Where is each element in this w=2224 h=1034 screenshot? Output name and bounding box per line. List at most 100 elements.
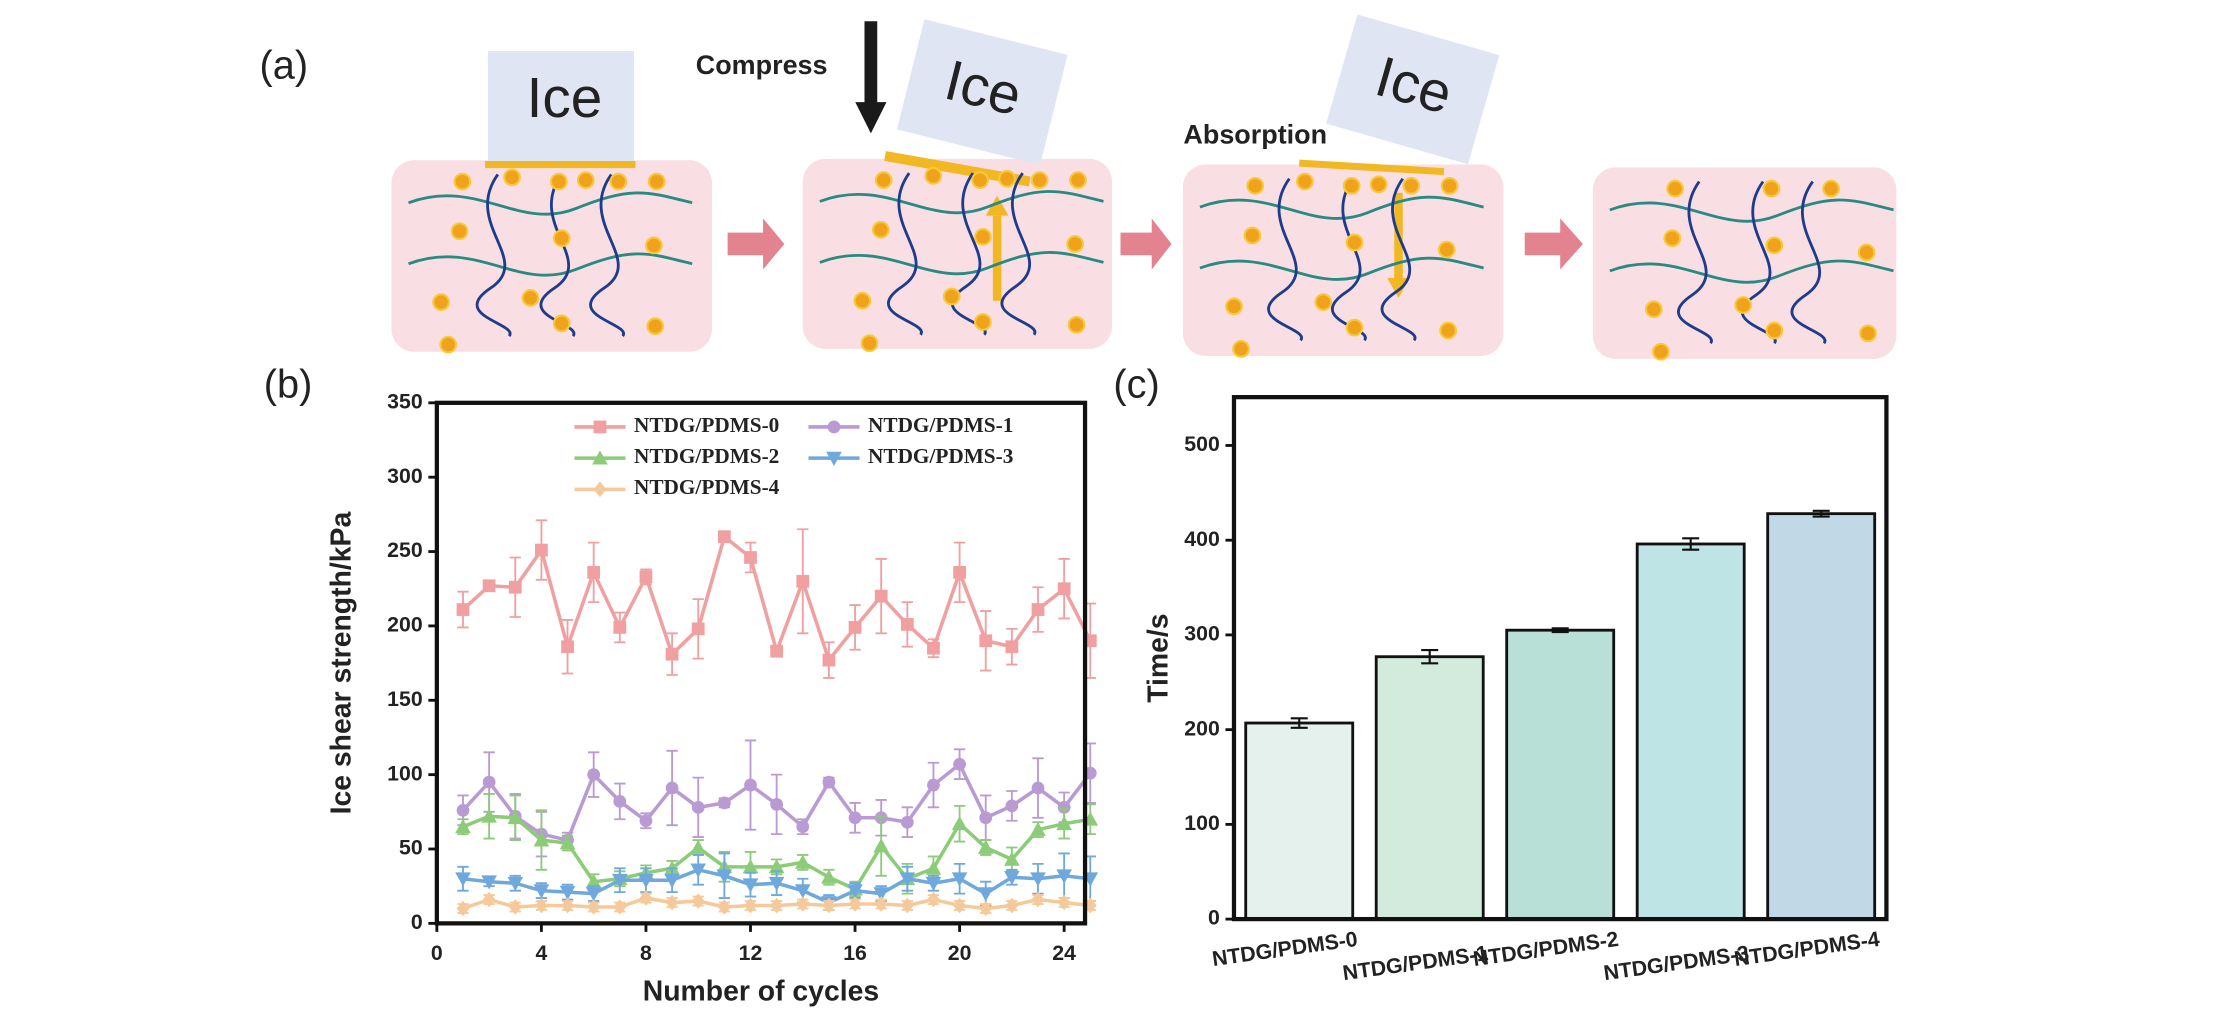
bar bbox=[1766, 512, 1877, 921]
marker bbox=[899, 872, 916, 887]
particle bbox=[974, 313, 992, 331]
arrow bbox=[1524, 218, 1583, 270]
marker bbox=[507, 809, 524, 825]
particle bbox=[609, 172, 628, 191]
film bbox=[1299, 159, 1445, 176]
particle bbox=[1762, 179, 1781, 198]
marker bbox=[639, 570, 653, 584]
marker bbox=[742, 878, 759, 893]
x-tick-label: 4 bbox=[535, 941, 547, 965]
marker bbox=[587, 768, 601, 782]
marker bbox=[874, 896, 888, 912]
arrow-head bbox=[985, 195, 1009, 216]
particle bbox=[924, 167, 943, 185]
x-tick-label: 24 bbox=[1052, 941, 1076, 965]
particle bbox=[1243, 226, 1262, 245]
marker bbox=[794, 884, 811, 899]
x-tick-label: NTDG/PDMS-3 bbox=[1602, 941, 1751, 985]
y-tick-label: 500 bbox=[1184, 432, 1219, 456]
marker bbox=[613, 899, 627, 915]
substrate bbox=[1182, 164, 1504, 357]
marker bbox=[1030, 821, 1046, 837]
marker bbox=[953, 897, 966, 914]
y-tick-label: 50 bbox=[399, 836, 423, 860]
marker bbox=[977, 887, 994, 902]
polymer-chain bbox=[819, 190, 1104, 215]
polymer-chain bbox=[1199, 256, 1484, 281]
marker bbox=[770, 644, 784, 658]
marker bbox=[456, 603, 470, 616]
legend-marker bbox=[593, 481, 607, 498]
marker bbox=[535, 897, 548, 914]
particle bbox=[450, 222, 469, 241]
marker bbox=[481, 875, 497, 890]
polymer-chain bbox=[1677, 180, 1713, 345]
legend-marker bbox=[827, 420, 841, 434]
particle bbox=[1439, 321, 1458, 340]
marker bbox=[951, 872, 968, 887]
marker bbox=[874, 589, 888, 603]
diagram: (a) Ice Ice Compress Ice Absorption bbox=[260, 14, 1897, 361]
marker bbox=[796, 896, 810, 912]
y-tick-label: 250 bbox=[387, 538, 422, 562]
marker bbox=[507, 876, 524, 892]
ice-block bbox=[896, 19, 1068, 166]
marker bbox=[665, 894, 679, 911]
marker bbox=[927, 641, 940, 655]
marker bbox=[587, 899, 601, 915]
particle bbox=[1232, 340, 1250, 358]
marker bbox=[535, 543, 548, 557]
particle bbox=[1342, 176, 1361, 195]
legend-label: NTDG/PDMS-4 bbox=[634, 475, 780, 499]
ice-label: Ice bbox=[527, 67, 603, 130]
y-tick-label: 350 bbox=[387, 389, 422, 413]
marker bbox=[1056, 869, 1072, 884]
particle bbox=[576, 171, 595, 189]
marker bbox=[717, 796, 731, 810]
legend-label: NTDG/PDMS-2 bbox=[634, 444, 779, 468]
marker bbox=[456, 900, 470, 917]
polymer-chain bbox=[475, 173, 512, 338]
marker bbox=[561, 897, 574, 914]
marker bbox=[1057, 894, 1071, 911]
particle bbox=[1440, 176, 1459, 195]
y-tick-label: 150 bbox=[387, 687, 422, 711]
marker bbox=[1004, 870, 1020, 886]
marker bbox=[744, 778, 757, 792]
panel-label: (c) bbox=[1113, 363, 1159, 407]
particle bbox=[874, 171, 893, 189]
error-bar bbox=[1290, 717, 1308, 729]
x-tick-label: 8 bbox=[640, 941, 652, 965]
marker bbox=[900, 618, 914, 631]
y-tick-label: 200 bbox=[1184, 716, 1219, 740]
marker bbox=[613, 795, 627, 808]
marker bbox=[587, 565, 601, 579]
legend-label: NTDG/PDMS-0 bbox=[634, 413, 779, 437]
marker bbox=[822, 653, 836, 667]
particle bbox=[1066, 235, 1084, 253]
arrow bbox=[1120, 218, 1172, 270]
marker bbox=[925, 860, 942, 875]
marker bbox=[639, 890, 653, 906]
arrow-head bbox=[855, 102, 887, 134]
particle bbox=[1857, 243, 1876, 262]
marker bbox=[717, 530, 731, 544]
particle bbox=[645, 236, 663, 255]
y-tick-label: 0 bbox=[1208, 906, 1220, 930]
particle bbox=[942, 287, 961, 306]
marker bbox=[1056, 815, 1072, 831]
marker bbox=[508, 899, 522, 915]
polymer-chain bbox=[819, 251, 1104, 276]
y-tick-label: 100 bbox=[1184, 811, 1219, 835]
particle bbox=[647, 172, 666, 191]
marker bbox=[796, 574, 810, 588]
particle bbox=[552, 229, 571, 248]
marker bbox=[691, 800, 705, 814]
polymer-chain bbox=[1609, 198, 1894, 223]
marker bbox=[848, 896, 862, 912]
y-tick-label: 0 bbox=[411, 910, 423, 934]
particle bbox=[1822, 179, 1840, 198]
y-tick-label: 400 bbox=[1184, 527, 1219, 551]
marker bbox=[559, 835, 576, 850]
marker bbox=[585, 873, 602, 889]
